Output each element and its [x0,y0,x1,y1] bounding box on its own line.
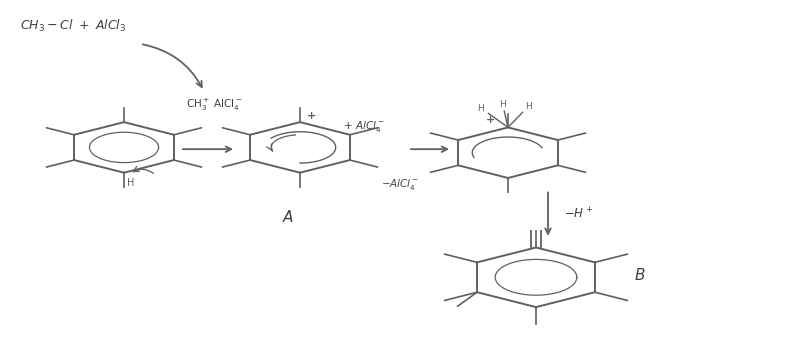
Text: A: A [283,210,293,225]
Text: H: H [499,100,506,109]
Text: $-AlCl_4^-$: $-AlCl_4^-$ [381,177,419,192]
Text: $-H^+$: $-H^+$ [564,206,593,222]
Text: $\mathsf{CH_3^+\ AlCl_4^-}$: $\mathsf{CH_3^+\ AlCl_4^-}$ [186,97,242,113]
Text: +: + [486,115,495,125]
Text: B: B [634,268,646,283]
Text: H: H [525,102,531,111]
Text: +: + [307,111,316,121]
Text: $+\ AlCl_4^-$: $+\ AlCl_4^-$ [343,119,385,134]
Text: H: H [126,178,134,188]
Text: $CH_3-Cl\ +\ AlCl_3$: $CH_3-Cl\ +\ AlCl_3$ [20,18,126,34]
Text: H: H [478,104,484,113]
